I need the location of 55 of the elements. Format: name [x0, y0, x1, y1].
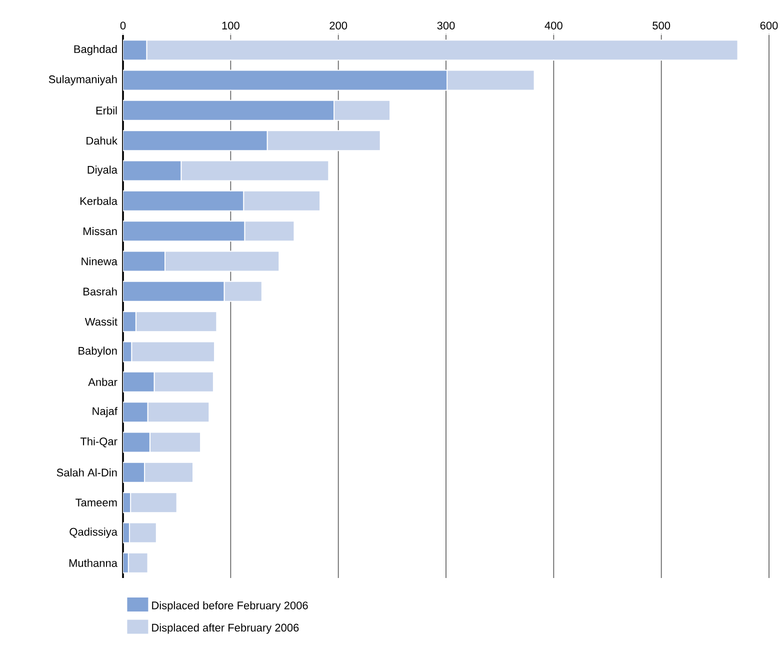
bar	[123, 70, 448, 91]
y-tick-label: Dahuk	[86, 136, 118, 145]
y-tick-label: Sulaymaniyah	[48, 75, 117, 86]
x-tick-label: 0	[120, 22, 126, 30]
x-tick-label: 500	[652, 22, 670, 30]
y-tick-label: Diyala	[88, 166, 118, 176]
bar	[123, 220, 246, 242]
bar	[123, 130, 268, 152]
y-tick-label: Wassit	[84, 318, 118, 326]
bar	[123, 40, 148, 61]
y-tick-label: Muthanna	[69, 558, 118, 567]
bar	[243, 190, 321, 212]
bar	[131, 341, 216, 362]
y-tick-label: Tameem	[76, 498, 117, 506]
bar	[130, 492, 178, 514]
bar	[149, 432, 202, 453]
bar	[123, 462, 146, 483]
y-tick-label: Basrah	[84, 287, 117, 296]
bar	[266, 130, 381, 152]
bar	[334, 100, 391, 121]
bar	[123, 160, 182, 182]
bar	[123, 100, 335, 121]
y-tick-label: Qadissiya	[70, 528, 118, 538]
y-tick-label: Ninewa	[82, 257, 118, 266]
bar	[123, 432, 150, 453]
bar	[123, 190, 244, 212]
y-tick-label: Thi-Qar	[80, 437, 118, 448]
y-tick-label: Salah Al-Din	[56, 468, 117, 476]
bar	[123, 402, 148, 423]
y-tick-label: Anbar	[88, 378, 118, 386]
bar	[144, 462, 194, 483]
y-tick-label: Erbil	[96, 106, 117, 114]
x-tick-label: 100	[222, 22, 240, 30]
bar	[128, 522, 157, 544]
x-tick-label: 600	[760, 22, 778, 30]
x-tick-label: 200	[330, 22, 348, 30]
bar	[180, 160, 330, 182]
legend-label: Displaced before February 2006	[152, 601, 308, 612]
y-tick-label: Najaf	[92, 406, 118, 418]
y-tick-label: Missan	[84, 227, 117, 236]
y-tick-label: Kerbala	[80, 196, 118, 205]
bar	[123, 250, 166, 272]
bar	[135, 311, 218, 332]
bar	[164, 250, 280, 272]
y-tick-label: Babylon	[78, 346, 117, 357]
bar	[224, 280, 262, 302]
y-tick-label: Baghdad	[74, 44, 117, 56]
bar	[244, 220, 295, 242]
bar	[123, 371, 155, 392]
bar	[147, 402, 210, 423]
bar	[154, 371, 214, 392]
bar	[123, 280, 225, 302]
x-tick-label: 400	[544, 22, 562, 30]
x-tick-label: 300	[437, 22, 455, 30]
legend-label: Displaced after February 2006	[152, 624, 299, 634]
